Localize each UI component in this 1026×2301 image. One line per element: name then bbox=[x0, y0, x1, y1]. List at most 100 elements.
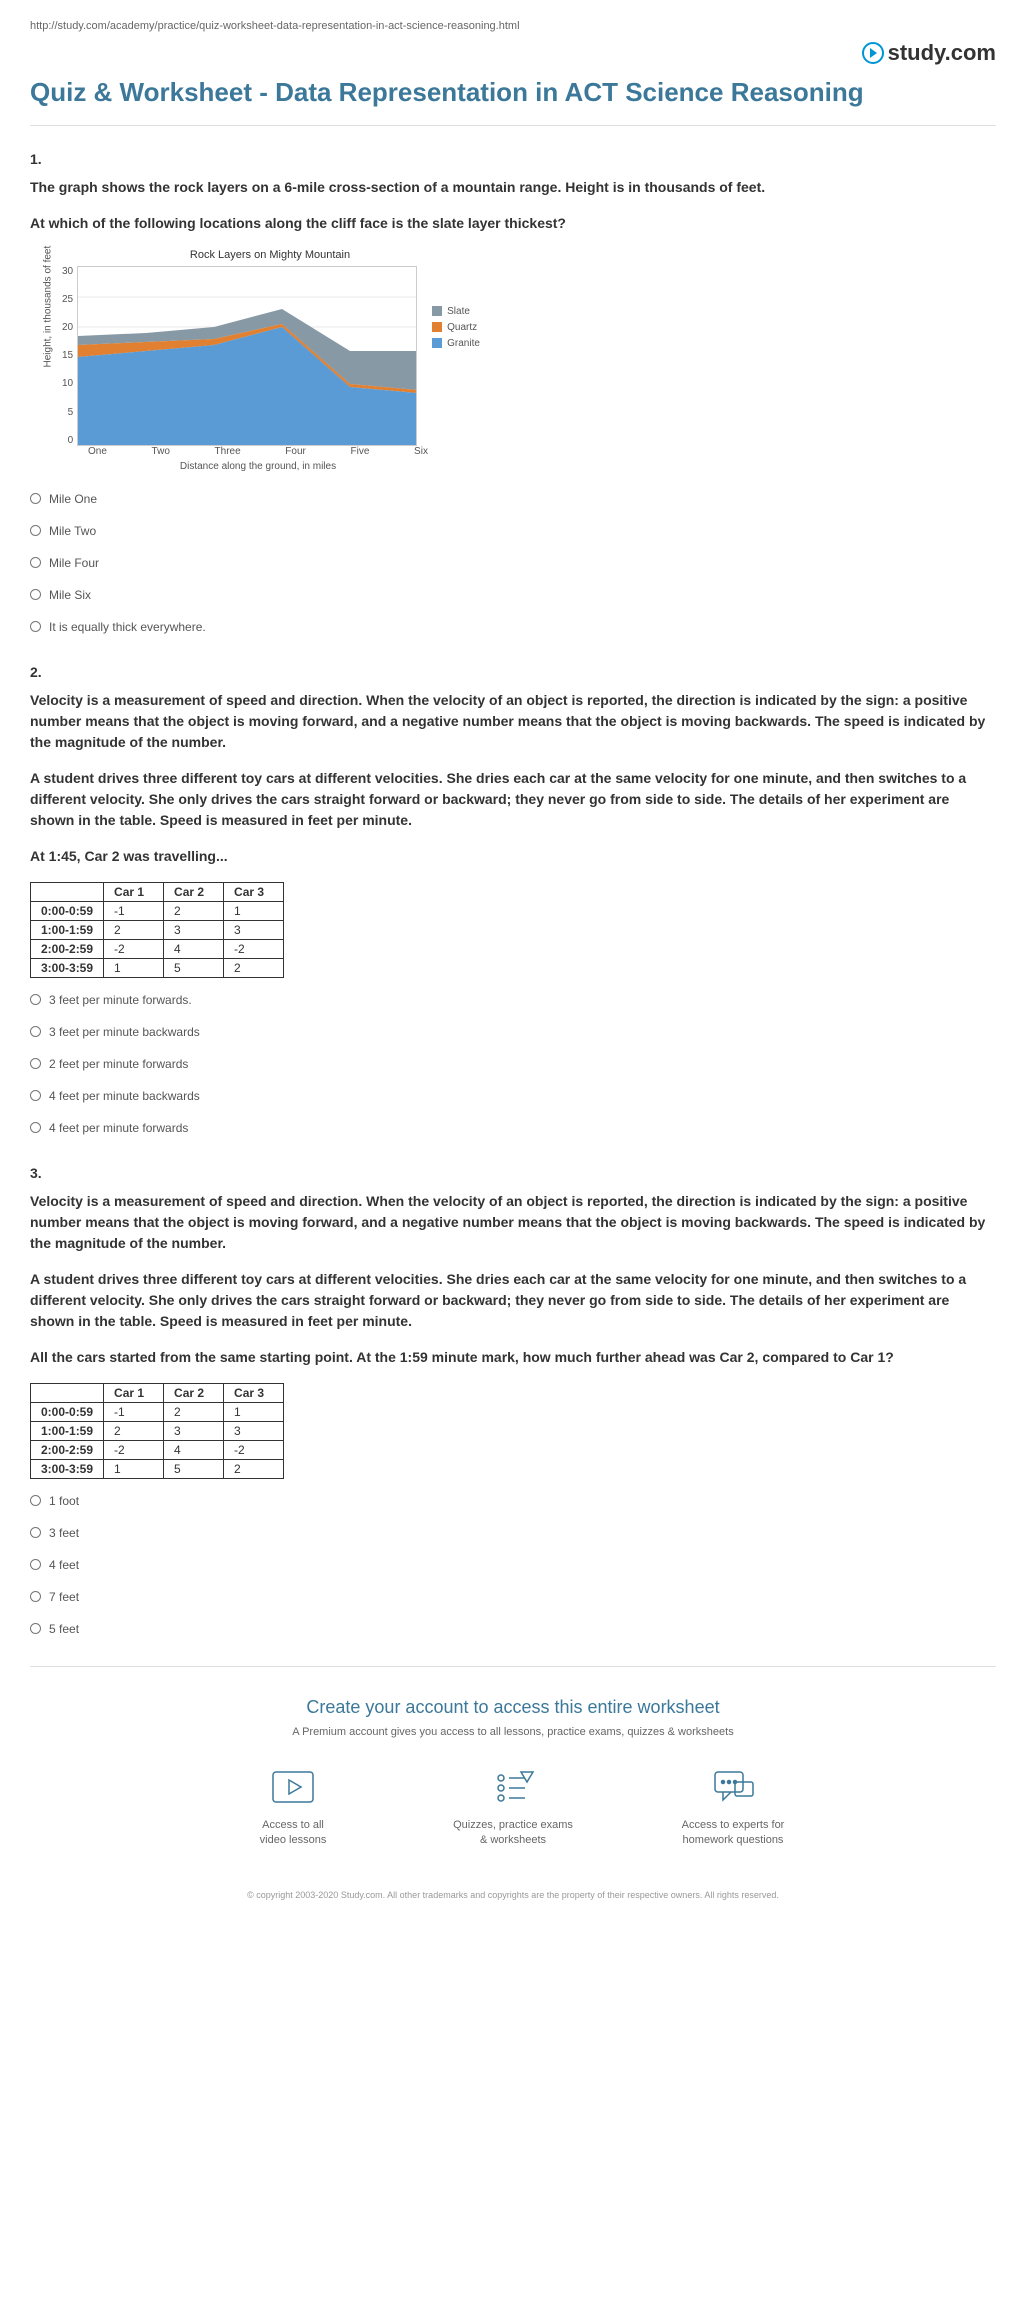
option-label: Mile Two bbox=[49, 524, 96, 538]
q1-option-1[interactable]: Mile Two bbox=[30, 524, 996, 538]
table-row: 1:00-1:59233 bbox=[31, 920, 284, 939]
cta-subtitle: A Premium account gives you access to al… bbox=[30, 1726, 996, 1738]
table-header bbox=[31, 882, 104, 901]
table-cell: 2 bbox=[104, 1421, 164, 1440]
cta-features: Access to allvideo lessons Quizzes, pract… bbox=[30, 1768, 996, 1849]
table-cell: 2 bbox=[104, 920, 164, 939]
q1-options: Mile One Mile Two Mile Four Mile Six It is e… bbox=[30, 492, 996, 634]
question-text: Velocity is a measurement of speed and d… bbox=[30, 690, 996, 753]
cta-section: Create your account to access this entir… bbox=[30, 1666, 996, 1912]
radio-icon[interactable] bbox=[30, 493, 41, 504]
option-label: It is equally thick everywhere. bbox=[49, 620, 206, 634]
q2-option-1[interactable]: 3 feet per minute backwards bbox=[30, 1025, 996, 1039]
table-cell: -2 bbox=[224, 939, 284, 958]
table-cell: 2 bbox=[164, 1402, 224, 1421]
table-cell: 3:00-3:59 bbox=[31, 958, 104, 977]
option-label: 4 feet per minute forwards bbox=[49, 1121, 188, 1135]
option-label: 4 feet per minute backwards bbox=[49, 1089, 200, 1103]
radio-icon[interactable] bbox=[30, 1058, 41, 1069]
copyright: © copyright 2003-2020 Study.com. All oth… bbox=[30, 1879, 996, 1913]
radio-icon[interactable] bbox=[30, 1026, 41, 1037]
q2-option-3[interactable]: 4 feet per minute backwards bbox=[30, 1089, 996, 1103]
radio-icon[interactable] bbox=[30, 1090, 41, 1101]
q1-option-3[interactable]: Mile Six bbox=[30, 588, 996, 602]
q1-option-0[interactable]: Mile One bbox=[30, 492, 996, 506]
table-cell: 3:00-3:59 bbox=[31, 1459, 104, 1478]
q1-option-4[interactable]: It is equally thick everywhere. bbox=[30, 620, 996, 634]
option-label: 4 feet bbox=[49, 1558, 79, 1572]
table-row: 0:00-0:59-121 bbox=[31, 901, 284, 920]
q3-option-2[interactable]: 4 feet bbox=[30, 1558, 996, 1572]
chart-xlabel: Distance along the ground, in miles bbox=[88, 461, 428, 472]
page-title: Quiz & Worksheet - Data Representation i… bbox=[30, 76, 996, 126]
question-prompt: At which of the following locations alon… bbox=[30, 213, 996, 234]
q3-option-1[interactable]: 3 feet bbox=[30, 1526, 996, 1540]
q3-options: 1 foot 3 feet 4 feet 7 feet 5 feet bbox=[30, 1494, 996, 1636]
question-number: 2. bbox=[30, 664, 996, 680]
table-cell: 1 bbox=[224, 1402, 284, 1421]
radio-icon[interactable] bbox=[30, 1623, 41, 1634]
question-text: A student drives three different toy car… bbox=[30, 768, 996, 831]
q3-data-table: Car 1Car 2Car 30:00-0:59-1211:00-1:59233… bbox=[30, 1383, 284, 1479]
page-url: http://study.com/academy/practice/quiz-w… bbox=[30, 20, 996, 32]
table-cell: 4 bbox=[164, 939, 224, 958]
q2-option-0[interactable]: 3 feet per minute forwards. bbox=[30, 993, 996, 1007]
cta-title: Create your account to access this entir… bbox=[30, 1697, 996, 1718]
logo[interactable]: study.com bbox=[862, 40, 996, 66]
table-cell: 3 bbox=[164, 920, 224, 939]
option-label: 3 feet per minute forwards. bbox=[49, 993, 192, 1007]
radio-icon[interactable] bbox=[30, 525, 41, 536]
option-label: Mile One bbox=[49, 492, 97, 506]
table-header: Car 3 bbox=[224, 882, 284, 901]
table-cell: -2 bbox=[224, 1440, 284, 1459]
table-cell: 1 bbox=[104, 958, 164, 977]
feature-text: Access to allvideo lessons bbox=[260, 1818, 327, 1849]
radio-icon[interactable] bbox=[30, 557, 41, 568]
table-cell: -1 bbox=[104, 1402, 164, 1421]
question-3: 3. Velocity is a measurement of speed an… bbox=[30, 1165, 996, 1636]
q3-option-0[interactable]: 1 foot bbox=[30, 1494, 996, 1508]
table-cell: -2 bbox=[104, 939, 164, 958]
radio-icon[interactable] bbox=[30, 621, 41, 632]
table-cell: 5 bbox=[164, 958, 224, 977]
radio-icon[interactable] bbox=[30, 1591, 41, 1602]
feature-text: Quizzes, practice exams& worksheets bbox=[453, 1818, 573, 1849]
feature-expert: Access to experts forhomework questions bbox=[653, 1768, 813, 1849]
play-circle-icon bbox=[862, 42, 884, 64]
table-cell: 3 bbox=[224, 1421, 284, 1440]
table-row: 2:00-2:59-24-2 bbox=[31, 1440, 284, 1459]
quiz-icon bbox=[489, 1768, 537, 1806]
video-icon bbox=[269, 1768, 317, 1806]
chart-ylabel: Height, in thousands of feet bbox=[43, 355, 54, 367]
radio-icon[interactable] bbox=[30, 1122, 41, 1133]
radio-icon[interactable] bbox=[30, 994, 41, 1005]
radio-icon[interactable] bbox=[30, 589, 41, 600]
feature-quiz: Quizzes, practice exams& worksheets bbox=[433, 1768, 593, 1849]
q1-option-2[interactable]: Mile Four bbox=[30, 556, 996, 570]
option-label: 1 foot bbox=[49, 1494, 79, 1508]
q3-option-3[interactable]: 7 feet bbox=[30, 1590, 996, 1604]
table-header: Car 1 bbox=[104, 882, 164, 901]
table-cell: 1:00-1:59 bbox=[31, 1421, 104, 1440]
feature-text: Access to experts forhomework questions bbox=[682, 1818, 785, 1849]
rock-layers-chart: Rock Layers on Mighty Mountain Height, i… bbox=[50, 249, 996, 472]
q2-option-2[interactable]: 2 feet per minute forwards bbox=[30, 1057, 996, 1071]
table-cell: 1 bbox=[104, 1459, 164, 1478]
table-cell: -2 bbox=[104, 1440, 164, 1459]
table-row: 3:00-3:59152 bbox=[31, 958, 284, 977]
radio-icon[interactable] bbox=[30, 1527, 41, 1538]
table-cell: 4 bbox=[164, 1440, 224, 1459]
radio-icon[interactable] bbox=[30, 1495, 41, 1506]
feature-video: Access to allvideo lessons bbox=[213, 1768, 373, 1849]
chart-yticks: 302520151050 bbox=[62, 266, 77, 446]
table-cell: 2:00-2:59 bbox=[31, 1440, 104, 1459]
q3-option-4[interactable]: 5 feet bbox=[30, 1622, 996, 1636]
table-cell: 3 bbox=[224, 920, 284, 939]
table-header: Car 2 bbox=[164, 1383, 224, 1402]
question-2: 2. Velocity is a measurement of speed an… bbox=[30, 664, 996, 1135]
table-row: 0:00-0:59-121 bbox=[31, 1402, 284, 1421]
chart-canvas bbox=[77, 266, 417, 446]
table-cell: -1 bbox=[104, 901, 164, 920]
q2-option-4[interactable]: 4 feet per minute forwards bbox=[30, 1121, 996, 1135]
radio-icon[interactable] bbox=[30, 1559, 41, 1570]
